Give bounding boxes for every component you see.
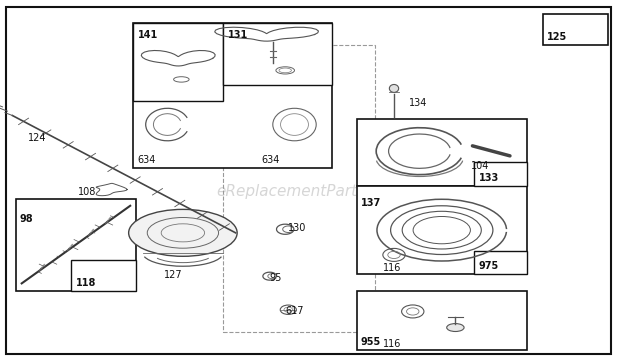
Text: ═══: ═══ <box>87 227 97 238</box>
Ellipse shape <box>446 323 464 331</box>
Text: 617: 617 <box>285 306 304 316</box>
Text: ═══: ═══ <box>38 262 48 273</box>
Text: 975: 975 <box>479 261 499 271</box>
Text: 131: 131 <box>228 30 248 40</box>
Text: 127: 127 <box>164 270 183 280</box>
Ellipse shape <box>128 209 237 256</box>
Bar <box>356 291 527 350</box>
Text: ═══: ═══ <box>66 243 76 254</box>
Bar <box>133 23 223 101</box>
Text: 116: 116 <box>383 339 401 349</box>
Bar <box>474 251 527 274</box>
Bar <box>223 23 332 85</box>
Bar <box>474 162 527 186</box>
Bar <box>133 23 332 168</box>
Bar <box>71 260 136 291</box>
Text: 137: 137 <box>361 197 381 208</box>
Text: 116: 116 <box>383 263 401 273</box>
Text: 118: 118 <box>76 278 96 288</box>
Ellipse shape <box>389 84 399 92</box>
Text: 104: 104 <box>471 161 490 171</box>
Text: 95: 95 <box>270 273 282 283</box>
Text: 125: 125 <box>547 32 567 42</box>
Bar <box>356 119 527 186</box>
Text: 130: 130 <box>288 223 307 233</box>
Bar <box>16 199 136 291</box>
Text: 141: 141 <box>138 30 158 40</box>
Text: eReplacementParts.com: eReplacementParts.com <box>216 184 404 199</box>
Text: 134: 134 <box>409 98 428 108</box>
Text: 124: 124 <box>28 132 46 143</box>
Text: 955: 955 <box>361 337 381 347</box>
Text: ═══: ═══ <box>104 216 113 227</box>
Bar <box>223 45 375 332</box>
Text: 634: 634 <box>262 155 280 165</box>
Bar <box>542 14 608 45</box>
Text: 133: 133 <box>479 173 499 183</box>
Text: 108: 108 <box>78 187 96 197</box>
Text: 634: 634 <box>138 155 156 165</box>
Bar <box>356 186 527 274</box>
Text: 98: 98 <box>20 214 33 224</box>
